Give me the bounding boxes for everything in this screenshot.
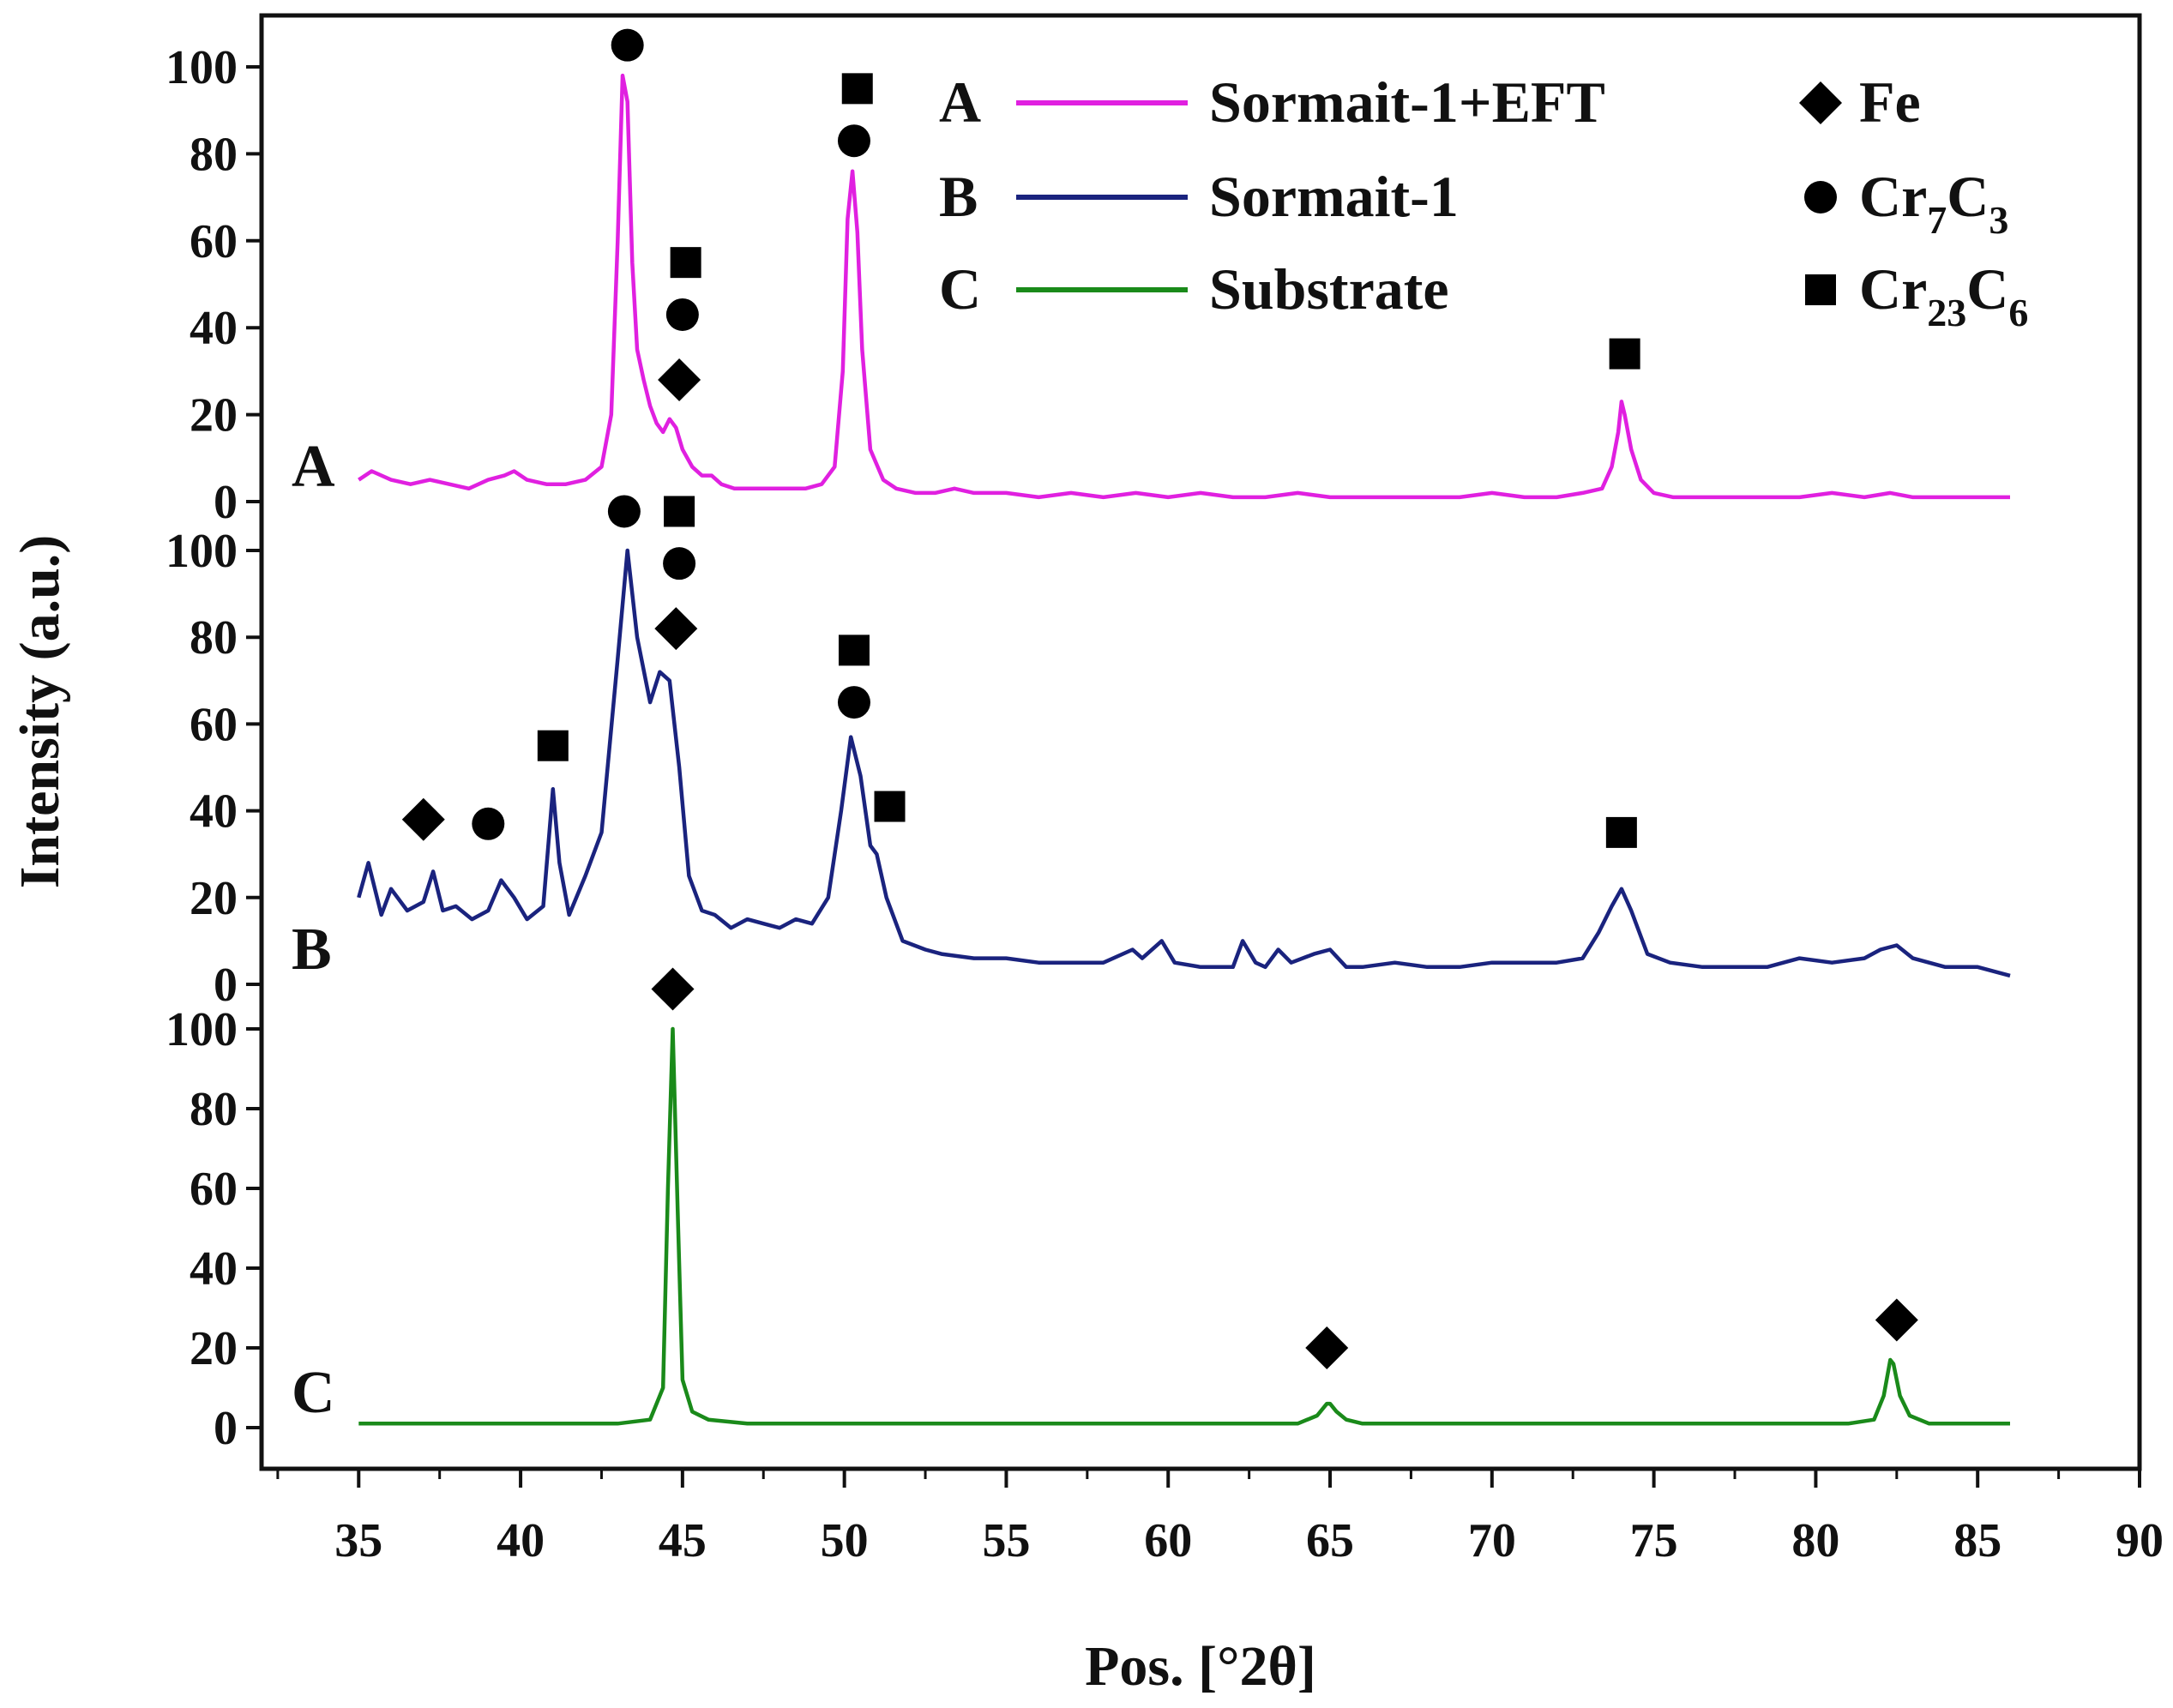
phase-marker-diamond-A	[658, 358, 701, 402]
y-tick-label-B-60: 60	[190, 698, 238, 751]
phase-markers	[401, 28, 1918, 1369]
legend-label-A: Sormait-1+EFT	[1209, 69, 1605, 135]
panel-label-C: C	[292, 1360, 335, 1426]
legend-key-C: C	[939, 256, 981, 322]
y-tick-label-A-20: 20	[190, 389, 238, 442]
phase-marker-diamond-C	[1305, 1326, 1349, 1369]
x-tick-label-45: 45	[659, 1514, 707, 1567]
y-tick-label-A-40: 40	[190, 302, 238, 355]
y-tick-label-B-20: 20	[190, 872, 238, 925]
x-axis: 35 40 45 50 55 60 65 70 75 80 85 90	[276, 1469, 2164, 1567]
panel-label-B: B	[292, 917, 332, 983]
panel-label-A: A	[292, 434, 335, 500]
series-line-B	[357, 548, 2011, 978]
phase-marker-square-B	[537, 730, 569, 761]
x-tick-label-40: 40	[497, 1514, 545, 1567]
legend-phase-label-Fe: Fe	[1859, 69, 1921, 135]
legend-label-B: Sormait-1	[1209, 164, 1459, 229]
legend-phase-symbol-circle	[1804, 181, 1837, 214]
legend-phase-symbol-diamond	[1799, 81, 1842, 124]
phase-marker-diamond-B	[654, 607, 698, 651]
phase-marker-square-A	[841, 73, 873, 105]
x-axis-title: Pos. [°2θ]	[1085, 1635, 1316, 1698]
y-tick-label-C-20: 20	[190, 1322, 238, 1375]
y-axis-title: Intensity (a.u.)	[9, 535, 71, 889]
y-tick-label-B-0: 0	[214, 959, 238, 1012]
phase-marker-square-B	[1605, 816, 1637, 848]
legend-label-C: Substrate	[1209, 256, 1449, 322]
legend-key-A: A	[939, 69, 981, 135]
phase-marker-diamond-B	[401, 797, 445, 841]
phase-marker-diamond-C	[651, 967, 695, 1011]
series-line-C	[358, 1026, 2010, 1426]
x-tick-label-85: 85	[1953, 1514, 2001, 1567]
y-tick-label-A-80: 80	[190, 128, 238, 181]
y-tick-label-C-40: 40	[190, 1242, 238, 1296]
phase-marker-circle-B	[837, 686, 870, 719]
phase-marker-circle-B	[663, 547, 696, 580]
x-tick-label-50: 50	[821, 1514, 869, 1567]
x-tick-label-35: 35	[334, 1514, 382, 1567]
x-tick-label-55: 55	[982, 1514, 1030, 1567]
y-tick-label-C-0: 0	[214, 1402, 238, 1455]
phase-marker-square-A	[1609, 338, 1640, 370]
legend-phase-label-Cr7C3: Cr7C3	[1859, 164, 2008, 242]
y-tick-label-A-0: 0	[214, 476, 238, 529]
y-tick-label-C-100: 100	[166, 1003, 238, 1056]
phase-marker-circle-B	[607, 495, 641, 528]
phase-marker-square-B	[874, 791, 906, 822]
y-tick-label-B-80: 80	[190, 611, 238, 665]
phase-marker-circle-A	[611, 28, 644, 62]
phase-marker-circle-B	[472, 807, 505, 840]
phase-marker-diamond-C	[1875, 1298, 1918, 1342]
x-tick-label-75: 75	[1630, 1514, 1678, 1567]
plot-frame	[259, 13, 2142, 1471]
legend: A Sormait-1+EFT B Sormait-1 C Substrate Fe Cr7C…	[939, 69, 2028, 334]
series-line-A	[358, 73, 2010, 500]
y-tick-label-C-80: 80	[190, 1083, 238, 1136]
phase-marker-square-B	[838, 634, 870, 666]
legend-key-B: B	[939, 164, 978, 229]
y-tick-label-A-60: 60	[190, 215, 238, 268]
y-tick-label-C-60: 60	[190, 1163, 238, 1216]
phase-marker-square-A	[670, 247, 701, 279]
y-tick-label-B-100: 100	[166, 525, 238, 578]
x-tick-label-80: 80	[1791, 1514, 1839, 1567]
x-tick-label-65: 65	[1306, 1514, 1354, 1567]
x-tick-label-60: 60	[1144, 1514, 1192, 1567]
phase-marker-square-B	[664, 496, 695, 527]
legend-phase-symbol-square	[1805, 274, 1836, 305]
y-tick-label-A-100: 100	[166, 41, 238, 94]
series-layer: ABC	[292, 73, 2011, 1426]
y-tick-label-B-40: 40	[190, 785, 238, 839]
x-tick-label-90: 90	[2116, 1514, 2164, 1567]
legend-phase-label-Cr23C6: Cr23C6	[1859, 256, 2028, 334]
x-tick-label-70: 70	[1468, 1514, 1516, 1567]
phase-marker-circle-A	[665, 298, 699, 331]
phase-marker-circle-A	[837, 124, 870, 158]
